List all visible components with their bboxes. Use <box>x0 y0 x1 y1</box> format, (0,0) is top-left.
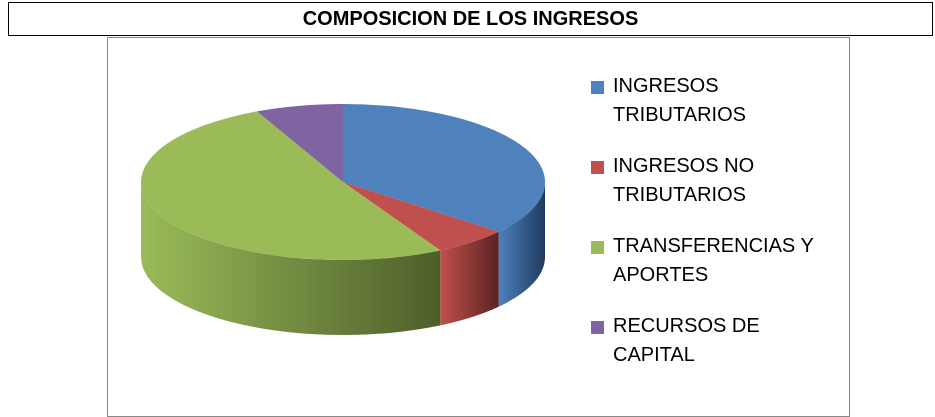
legend-swatch <box>591 81 604 94</box>
pie-side <box>498 182 545 307</box>
chart <box>141 104 545 335</box>
pie-slice <box>256 104 343 182</box>
pie-side <box>141 182 441 335</box>
legend-entry: INGRESOS NO TRIBUTARIOS <box>591 152 831 232</box>
chart-title: COMPOSICION DE LOS INGRESOS <box>8 2 933 36</box>
legend-entry: INGRESOS TRIBUTARIOS <box>591 72 831 152</box>
pie-slice <box>343 182 499 251</box>
legend-entry: TRANSFERENCIAS Y APORTES <box>591 232 831 312</box>
legend: INGRESOS TRIBUTARIOS INGRESOS NO TRIBUTAR… <box>591 72 831 392</box>
pie-slice <box>343 104 545 232</box>
page: COMPOSICION DE LOS INGRESOS INGRESOS TRI… <box>8 2 933 417</box>
legend-entry: RECURSOS DE CAPITAL <box>591 312 831 392</box>
pie-slice <box>141 111 441 260</box>
legend-label: TRANSFERENCIAS Y APORTES <box>613 235 814 286</box>
legend-swatch <box>591 161 604 174</box>
legend-label: INGRESOS NO TRIBUTARIOS <box>613 155 755 206</box>
pie-side <box>440 231 499 326</box>
legend-label: RECURSOS DE CAPITAL <box>613 315 760 366</box>
legend-label: INGRESOS TRIBUTARIOS <box>613 75 746 126</box>
legend-swatch <box>591 321 604 334</box>
legend-swatch <box>591 241 604 254</box>
